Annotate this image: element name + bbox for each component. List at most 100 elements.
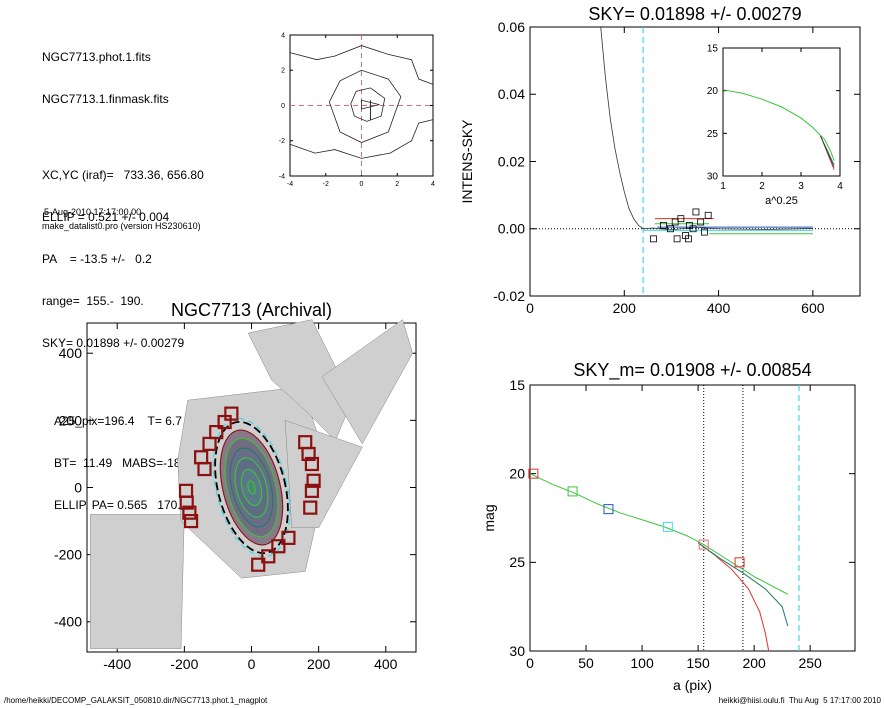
inset-xlabel: a^0.25 [765, 195, 798, 207]
y-tick-label: 20 [509, 466, 525, 482]
mask-square [261, 549, 276, 564]
sky-square-marker [701, 228, 708, 236]
x-tick-label: -4 [287, 181, 293, 188]
mask-square [303, 500, 318, 515]
sky-profile-line [600, 26, 813, 231]
mask-square [271, 539, 286, 554]
y-tick-label: 0.06 [498, 19, 525, 35]
y-tick-label: 200 [59, 412, 83, 428]
image-field-tile [90, 514, 185, 649]
x-tick-label: 0 [360, 181, 364, 188]
contour-line [289, 45, 434, 85]
mag-ylabel: mag [481, 504, 497, 531]
y-tick-label: 30 [509, 643, 525, 659]
inset-frame [722, 47, 841, 177]
file2-text: NGC7713.1.finmask.fits [42, 92, 169, 106]
x-tick-label: 400 [707, 300, 731, 316]
x-tick-label: 1 [720, 181, 726, 192]
mag-marker [698, 539, 709, 550]
mask-square [304, 456, 320, 472]
sky-square-marker [697, 218, 705, 226]
mask-square [306, 473, 321, 488]
x-tick-label: 2 [759, 181, 765, 192]
program-text: make_datalist0.pro (version HS230610) [42, 221, 201, 231]
date-text: 5-Aug-2010 17:17:00.00 [44, 207, 142, 217]
mag-series-line [697, 542, 789, 627]
x-tick-label: -200 [170, 656, 198, 672]
sky-square-marker [704, 211, 712, 219]
x-tick-label: 4 [837, 181, 843, 192]
mask-square [251, 557, 266, 572]
x-tick-label: 200 [307, 656, 331, 672]
x-tick-label: 2 [395, 181, 399, 188]
x-tick-label: 3 [798, 181, 804, 192]
sky-square-marker [650, 235, 657, 243]
y-tick-label: 25 [509, 554, 525, 570]
sky-title: SKY= 0.01898 +/- 0.00279 [588, 4, 801, 24]
footer-left: /home/heikki/DECOMP_GALAKSIT_050810.dir/… [4, 696, 268, 705]
info-block: NGC7713.phot.1.fits NGC7713.1.finmask.fi… [42, 22, 209, 526]
sky-square-marker [689, 225, 697, 233]
mask-square [224, 406, 239, 421]
y-tick-label: 15 [707, 44, 719, 55]
image-field-tile [321, 319, 413, 445]
xcyc-text: XC,YC (iraf)= 733.36, 656.80 [42, 168, 204, 182]
y-tick-label: -0.02 [493, 288, 525, 304]
file1-text: NGC7713.phot.1.fits [42, 50, 151, 64]
x-tick-label: 0 [526, 655, 534, 671]
mag-title: SKY_m= 0.01908 +/- 0.00854 [573, 360, 811, 381]
x-tick-label: -400 [103, 656, 131, 672]
pa-text: PA = -13.5 +/- 0.2 [42, 252, 152, 266]
mask-square [301, 446, 316, 462]
x-tick-label: 100 [630, 655, 654, 671]
y-tick-label: 0.02 [498, 153, 525, 169]
y-tick-label: 30 [707, 172, 719, 183]
y-tick-label: 0.00 [498, 221, 525, 237]
mask-square [197, 461, 212, 477]
x-tick-label: 600 [801, 300, 825, 316]
x-tick-label: 50 [578, 655, 594, 671]
y-tick-label: 4 [281, 32, 285, 39]
mask-square [281, 530, 296, 545]
image-title: NGC7713 (Archival) [171, 300, 332, 320]
galaxy-ellipse [247, 480, 256, 495]
inset-tail-line [820, 135, 835, 168]
y-tick-label: 0 [74, 479, 82, 495]
ellip-text: ELLIP = 0.521 +/- 0.004 [42, 210, 170, 224]
contour-line [350, 87, 386, 122]
x-tick-label: 0 [526, 300, 534, 316]
image-field-tile [247, 319, 353, 441]
mask-square [209, 425, 224, 440]
sky-square-marker [667, 225, 674, 233]
mask-square [179, 495, 194, 510]
sky-ylabel: INTENS-SKY [459, 119, 475, 204]
mask-square [182, 505, 197, 520]
x-tick-label: -2 [323, 181, 329, 188]
galaxy-ellipse [214, 420, 289, 555]
x-tick-label: 200 [742, 655, 766, 671]
mag-series-line [697, 542, 770, 652]
x-tick-label: 200 [613, 300, 637, 316]
mask-square [304, 483, 320, 498]
mag-frame [529, 384, 856, 652]
inset-series-line [722, 89, 835, 161]
x-tick-label: 400 [374, 656, 398, 672]
mag-marker [734, 557, 745, 568]
y-tick-label: 15 [509, 377, 525, 393]
mag-series-line [529, 473, 788, 595]
contour-line [328, 69, 402, 143]
mag-marker [603, 504, 614, 515]
mag-marker [567, 486, 578, 497]
y-tick-label: 25 [707, 129, 719, 140]
y-tick-label: 0.04 [498, 86, 525, 102]
x-tick-label: 0 [248, 656, 256, 672]
image-field-tile [284, 419, 363, 529]
x-tick-label: 150 [686, 655, 710, 671]
sky-square-marker [692, 208, 700, 216]
sky-square-marker [685, 235, 692, 243]
y-tick-label: -2 [279, 138, 285, 145]
x-tick-label: 250 [798, 655, 822, 671]
y-tick-label: -200 [54, 547, 82, 563]
y-tick-label: 400 [59, 345, 83, 361]
